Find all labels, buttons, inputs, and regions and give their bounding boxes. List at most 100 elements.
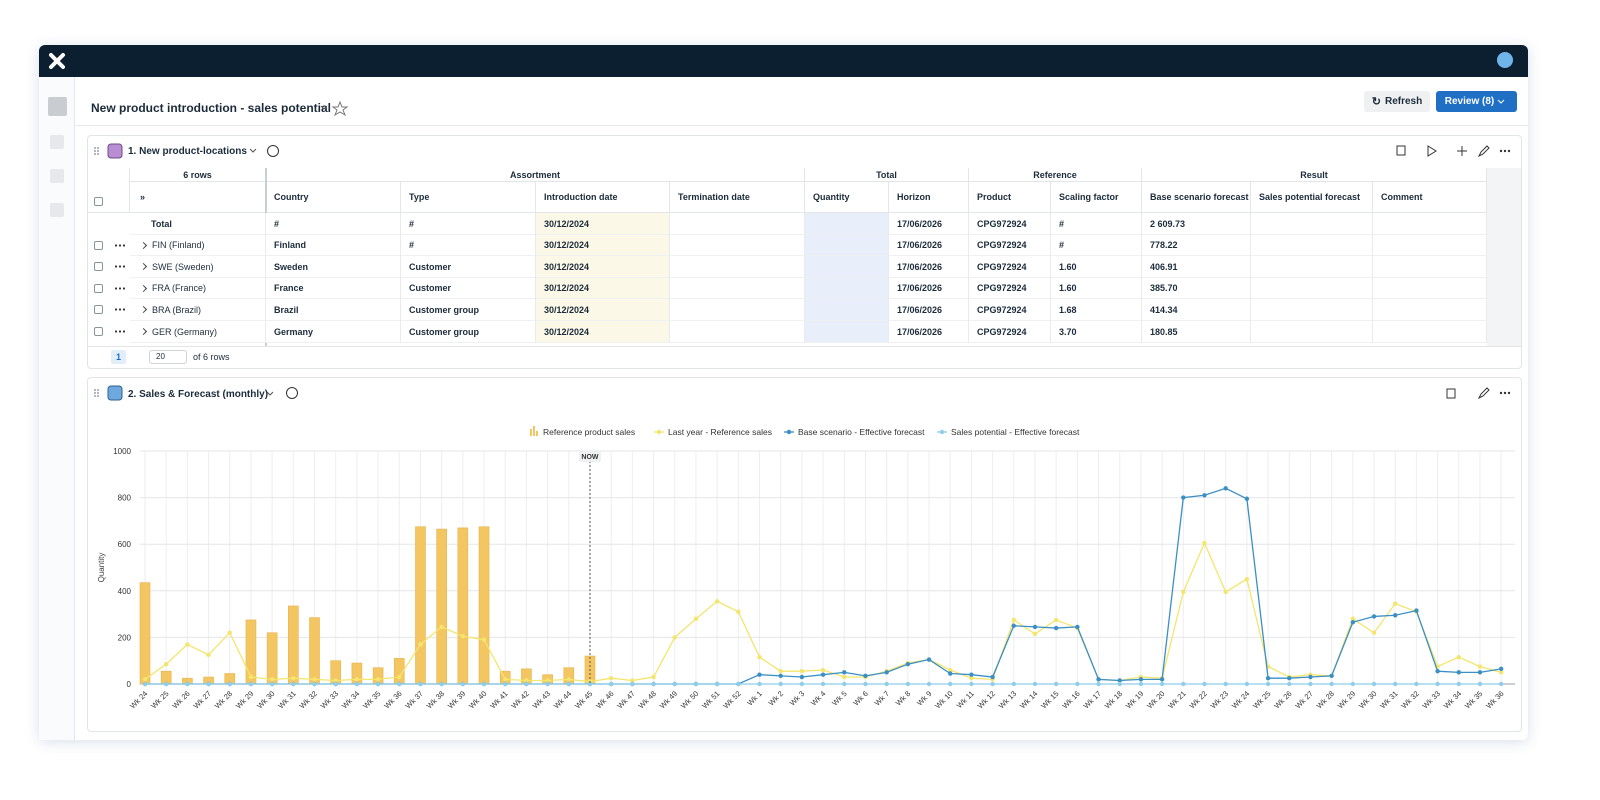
table-cell: Germany bbox=[266, 321, 401, 343]
table-cell[interactable] bbox=[1251, 321, 1373, 343]
table-cell[interactable] bbox=[805, 299, 889, 321]
table-cell: Finland bbox=[266, 235, 401, 256]
widget-color[interactable] bbox=[107, 385, 123, 401]
column-header[interactable]: Horizon bbox=[889, 182, 969, 213]
edit-icon[interactable] bbox=[1477, 145, 1490, 158]
row-menu[interactable] bbox=[114, 308, 126, 311]
row-menu[interactable] bbox=[114, 330, 126, 333]
x-tick-label: Wk 34 bbox=[1442, 689, 1463, 710]
table-cell[interactable] bbox=[805, 278, 889, 299]
page-title[interactable]: New product introduction - sales potenti… bbox=[91, 101, 332, 115]
column-header[interactable]: Country bbox=[266, 182, 401, 213]
x-tick-label: Wk 33 bbox=[319, 689, 340, 710]
column-header[interactable]: Sales potential forecast bbox=[1251, 182, 1373, 213]
column-header[interactable]: Quantity bbox=[805, 182, 889, 213]
table-cell[interactable] bbox=[1251, 256, 1373, 278]
chart-title[interactable]: 2. Sales & Forecast (monthly) bbox=[128, 389, 268, 400]
legend-item[interactable]: Reference product sales bbox=[530, 426, 635, 437]
table-cell bbox=[670, 278, 805, 299]
table-cell[interactable] bbox=[805, 235, 889, 256]
x-tick-label: Wk 5 bbox=[830, 689, 848, 707]
legend-icon bbox=[786, 429, 792, 435]
nav-item[interactable] bbox=[48, 97, 67, 116]
nav-item[interactable] bbox=[50, 169, 64, 183]
refresh-button[interactable]: ↻ Refresh bbox=[1364, 91, 1430, 112]
dropdown-icon[interactable] bbox=[249, 148, 257, 153]
dropdown-icon[interactable] bbox=[266, 391, 274, 396]
copy-icon[interactable] bbox=[1396, 145, 1406, 156]
table-cell[interactable] bbox=[805, 256, 889, 278]
column-header[interactable]: Type bbox=[401, 182, 536, 213]
page-size[interactable]: 20 bbox=[149, 350, 187, 364]
dropdown-icon[interactable] bbox=[320, 105, 328, 110]
table-cell[interactable] bbox=[1251, 213, 1373, 235]
legend-item[interactable]: Base scenario - Effective forecast bbox=[784, 427, 925, 437]
bar bbox=[478, 526, 490, 685]
legend-item[interactable]: Sales potential - Effective forecast bbox=[937, 427, 1080, 437]
checkbox[interactable] bbox=[94, 327, 103, 336]
table-cell[interactable] bbox=[1251, 299, 1373, 321]
drag-handle[interactable] bbox=[94, 147, 99, 155]
table-cell[interactable] bbox=[1251, 235, 1373, 256]
checkbox[interactable] bbox=[94, 262, 103, 271]
checkbox[interactable] bbox=[94, 197, 103, 206]
table-title[interactable]: 1. New product-locations bbox=[128, 146, 247, 157]
drag-handle[interactable] bbox=[94, 389, 99, 397]
favorite-icon[interactable] bbox=[331, 100, 349, 116]
table-cell[interactable] bbox=[805, 321, 889, 343]
table-cell bbox=[1373, 235, 1487, 256]
logo[interactable] bbox=[49, 53, 65, 69]
add-icon[interactable] bbox=[1457, 146, 1467, 156]
x-tick-label: Wk 18 bbox=[1103, 689, 1124, 710]
x-tick-label: Wk 34 bbox=[340, 689, 361, 710]
table-cell[interactable] bbox=[805, 213, 889, 235]
bar bbox=[415, 526, 426, 685]
pagination-summary: of 6 rows bbox=[193, 352, 230, 362]
column-header[interactable]: Scaling factor bbox=[1051, 182, 1142, 213]
bar bbox=[457, 527, 469, 685]
info-icon[interactable] bbox=[267, 145, 279, 157]
page-button[interactable]: 1 bbox=[111, 350, 126, 364]
review-button[interactable]: Review (8) bbox=[1436, 91, 1517, 112]
nav-item[interactable] bbox=[50, 203, 64, 217]
more-icon[interactable] bbox=[1499, 149, 1511, 153]
edit-icon[interactable] bbox=[1477, 387, 1490, 400]
table-cell[interactable] bbox=[1251, 278, 1373, 299]
run-icon[interactable] bbox=[1427, 145, 1437, 157]
table-cell bbox=[670, 213, 805, 235]
header-checkbox-cell bbox=[87, 168, 130, 213]
table-cell: Customer group bbox=[401, 299, 536, 321]
checkbox[interactable] bbox=[94, 241, 103, 250]
column-header[interactable]: Comment bbox=[1373, 182, 1487, 213]
column-header[interactable]: Termination date bbox=[670, 182, 805, 213]
x-tick-label: Wk 12 bbox=[976, 689, 997, 710]
y-axis-label: Quantity bbox=[97, 553, 106, 583]
more-icon[interactable] bbox=[1499, 391, 1511, 395]
user-avatar[interactable] bbox=[1497, 52, 1513, 68]
legend-label: Last year - Reference sales bbox=[668, 427, 772, 437]
checkbox[interactable] bbox=[94, 305, 103, 314]
nav-item[interactable] bbox=[50, 135, 64, 149]
sidebar bbox=[39, 77, 75, 740]
row-label: BRA (Brazil) bbox=[130, 299, 266, 321]
column-header[interactable]: Product bbox=[969, 182, 1051, 213]
bar bbox=[182, 677, 193, 685]
table-cell: 180.85 bbox=[1142, 321, 1251, 343]
row-menu[interactable] bbox=[114, 265, 126, 268]
copy-icon[interactable] bbox=[1446, 388, 1456, 399]
row-menu[interactable] bbox=[114, 287, 126, 290]
legend-item[interactable]: Last year - Reference sales bbox=[654, 427, 772, 437]
widget-color[interactable] bbox=[107, 143, 123, 159]
column-header[interactable]: Base scenario forecast bbox=[1142, 182, 1251, 213]
checkbox[interactable] bbox=[94, 284, 103, 293]
table-cell: 1.60 bbox=[1051, 256, 1142, 278]
row-menu[interactable] bbox=[114, 244, 126, 247]
column-header[interactable]: Introduction date bbox=[536, 182, 670, 213]
now-badge bbox=[578, 450, 601, 462]
info-icon[interactable] bbox=[286, 387, 298, 399]
x-tick-label: Wk 3 bbox=[788, 689, 806, 707]
bar bbox=[563, 667, 575, 685]
x-tick-label: Wk 41 bbox=[488, 689, 509, 710]
table-cell: Customer bbox=[401, 278, 536, 299]
x-tick-label: Wk 13 bbox=[997, 689, 1018, 710]
